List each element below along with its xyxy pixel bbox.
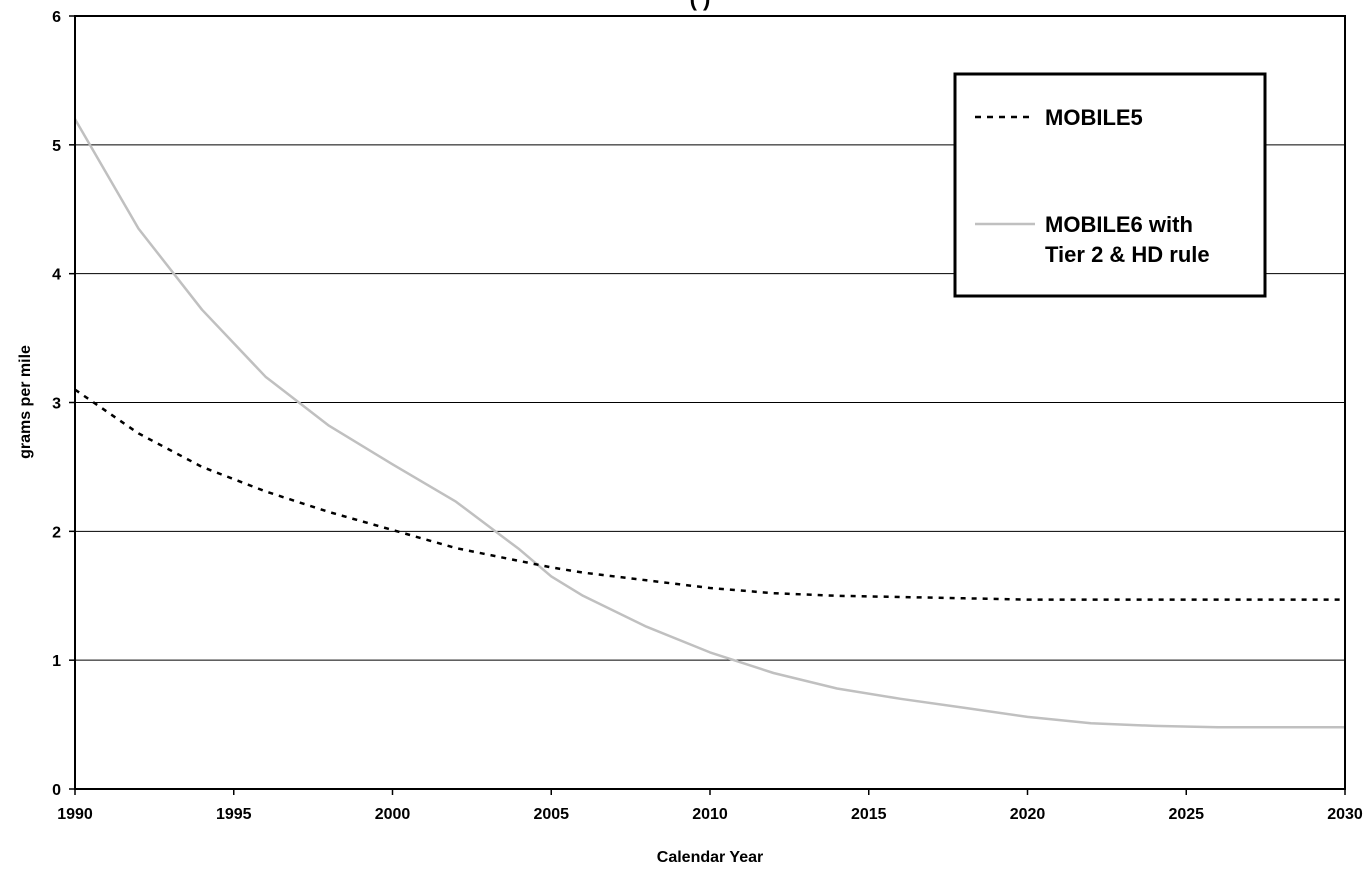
x-tick-label: 2015: [851, 806, 887, 823]
x-tick-label: 2005: [533, 806, 569, 823]
x-tick-label: 1995: [216, 806, 252, 823]
x-tick-label: 2020: [1010, 806, 1046, 823]
y-tick-label: 1: [52, 653, 61, 670]
series-line-mobile6: [73, 118, 1345, 729]
y-axis-ticks: 0 1 2 3 4 5 6: [52, 9, 75, 799]
x-tick-label: 2000: [375, 806, 411, 823]
x-tick-label: 2030: [1327, 806, 1363, 823]
series-layer: [73, 118, 1345, 729]
y-tick-label: 6: [52, 9, 61, 26]
x-axis-ticks: 1990 1995 2000 2005 2010 2015 2020 2025 2030: [57, 789, 1363, 823]
y-tick-label: 3: [52, 396, 61, 413]
y-tick-label: 5: [52, 138, 61, 155]
y-axis-title: grams per mile: [17, 345, 34, 459]
series-line-mobile5: [74, 388, 1345, 601]
legend: MOBILE5 MOBILE6 with Tier 2 & HD rule: [953, 72, 1267, 298]
x-tick-label: 2025: [1168, 806, 1204, 823]
x-axis-title: Calendar Year: [657, 849, 763, 866]
x-tick-label: 2010: [692, 806, 728, 823]
legend-label-mobile6-line2: Tier 2 & HD rule: [1045, 242, 1210, 267]
y-tick-label: 0: [52, 782, 61, 799]
y-tick-label: 2: [52, 524, 61, 541]
y-tick-label: 4: [52, 267, 61, 284]
x-tick-label: 1990: [57, 806, 93, 823]
chart-title-fragment: ( ): [690, 0, 711, 11]
legend-label-mobile6-line1: MOBILE6 with: [1045, 212, 1193, 237]
legend-box: [953, 72, 1267, 298]
legend-label-mobile5: MOBILE5: [1045, 105, 1143, 130]
